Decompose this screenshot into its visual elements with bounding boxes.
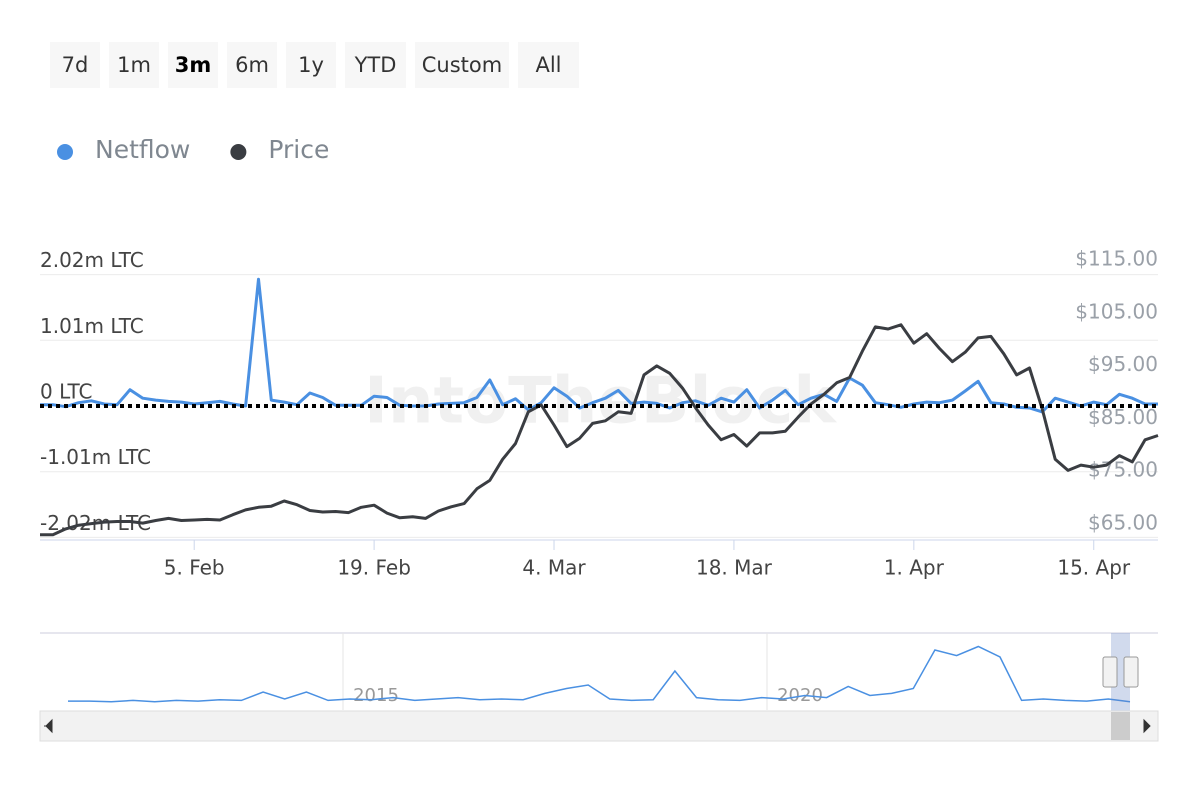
range-button[interactable] (227, 42, 277, 88)
range-button-label[interactable]: 1m (117, 53, 151, 77)
range-button[interactable] (168, 42, 218, 88)
range-button-label[interactable]: YTD (354, 53, 397, 77)
y-tick-label: 0 LTC (40, 380, 92, 404)
range-button[interactable] (415, 42, 509, 88)
navigator-label: 2015 (353, 685, 399, 706)
range-button-label[interactable]: 6m (235, 53, 269, 77)
range-button-label[interactable]: 3m (175, 53, 212, 77)
y2-tick-label: $75.00 (1088, 458, 1158, 482)
series-line (40, 323, 1159, 537)
scroll-left[interactable] (44, 718, 53, 734)
y2-tick-label: $95.00 (1088, 352, 1158, 376)
x-tick-label: 1. Apr (884, 556, 945, 580)
navigator-mask[interactable] (1111, 633, 1130, 711)
x-tick-label: 5. Feb (164, 556, 225, 580)
x-tick-label: 15. Apr (1057, 556, 1131, 580)
range-button[interactable] (50, 42, 100, 88)
range-button[interactable] (518, 42, 579, 88)
y-tick-label: 1.01m LTC (40, 314, 144, 338)
legend-label[interactable]: Price (268, 135, 329, 164)
y-tick-label: -1.01m LTC (40, 445, 151, 469)
y-tick-label: 2.02m LTC (40, 248, 144, 272)
navigator-line (68, 645, 1131, 703)
y2-tick-label: $115.00 (1075, 247, 1158, 271)
x-tick-label: 18. Mar (696, 556, 773, 580)
navigator-handle[interactable] (1123, 656, 1139, 688)
range-button[interactable] (109, 42, 159, 88)
navigator-handle[interactable] (1102, 656, 1118, 688)
range-button-label[interactable]: 7d (62, 53, 89, 77)
range-button-label[interactable]: All (535, 53, 561, 77)
legend-marker[interactable] (57, 144, 73, 160)
y2-tick-label: $105.00 (1075, 299, 1158, 323)
watermark: IntoTheBlock (364, 365, 837, 439)
scroll-right[interactable] (1143, 718, 1151, 734)
scrollbar-thumb[interactable] (1111, 712, 1130, 740)
navigator-label: 2020 (777, 685, 823, 706)
x-tick-label: 19. Feb (337, 556, 411, 580)
range-button-label[interactable]: Custom (422, 53, 502, 77)
y2-tick-label: $85.00 (1088, 405, 1158, 429)
y2-tick-label: $65.00 (1088, 510, 1158, 534)
scrollbar[interactable] (39, 710, 1159, 742)
range-button[interactable] (345, 42, 406, 88)
series-line (40, 277, 1158, 414)
x-tick-label: 4. Mar (522, 556, 586, 580)
legend-marker[interactable] (230, 144, 247, 160)
range-button[interactable] (286, 42, 336, 88)
range-button-label[interactable]: 1y (298, 53, 324, 77)
legend-label[interactable]: Netflow (95, 135, 190, 164)
